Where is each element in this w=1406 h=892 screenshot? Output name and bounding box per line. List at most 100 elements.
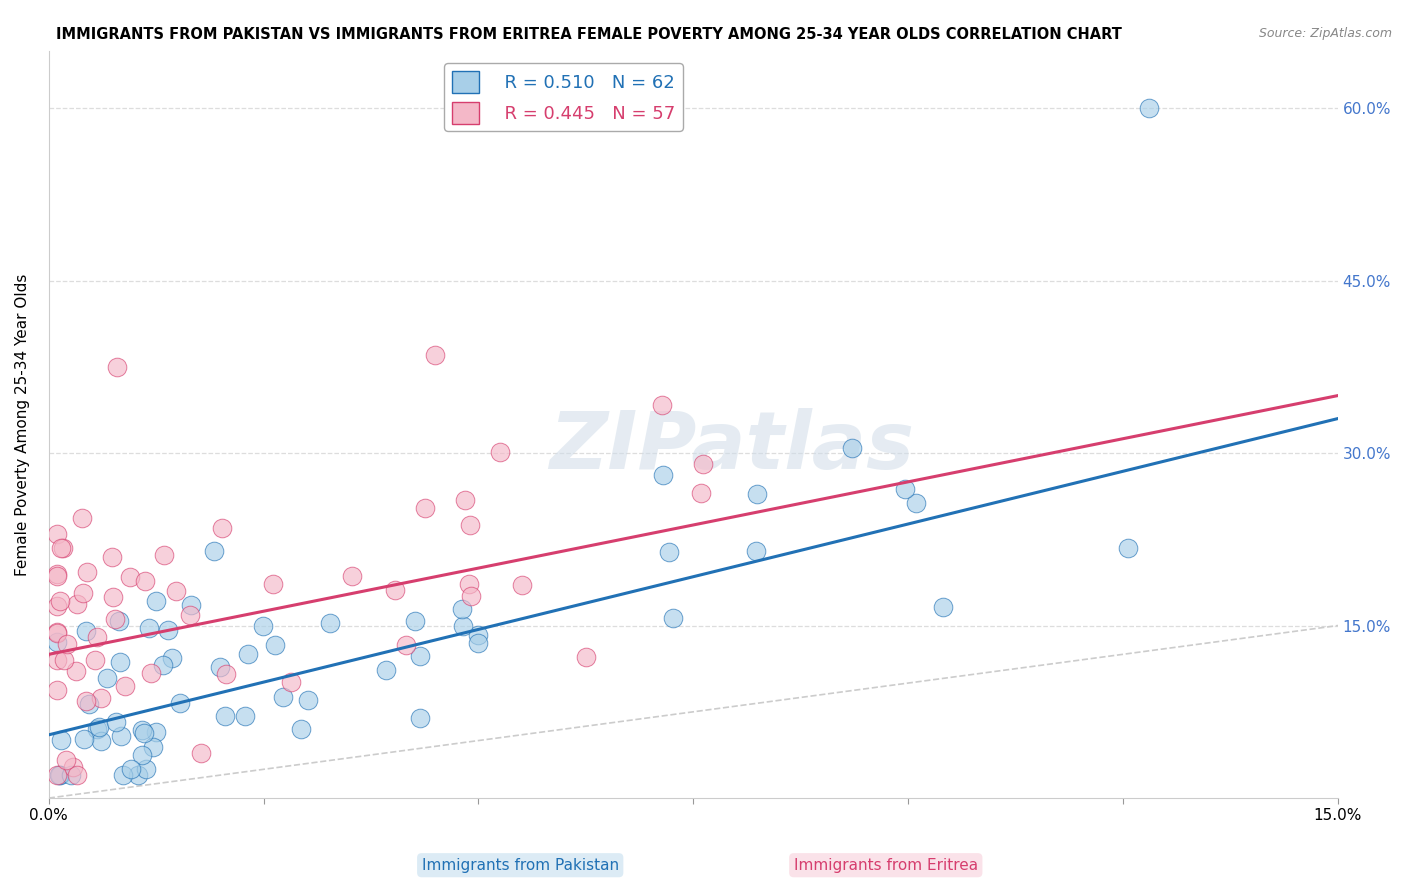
- Point: [157, 623, 180, 637]
- Point: [145, 724, 167, 739]
- Point: [46, 653, 69, 667]
- Point: [489, 445, 512, 459]
- Point: [384, 583, 406, 598]
- Point: [73, 731, 96, 746]
- Point: [841, 441, 863, 455]
- Point: [52, 652, 75, 666]
- Point: [46, 624, 69, 639]
- Point: [204, 544, 226, 558]
- Point: [152, 658, 174, 673]
- Point: [56, 637, 79, 651]
- Point: [233, 709, 256, 723]
- Point: [110, 656, 132, 670]
- Point: [76, 565, 98, 579]
- Text: Source: ZipAtlas.com: Source: ZipAtlas.com: [1258, 27, 1392, 40]
- Point: [190, 746, 212, 760]
- Point: [409, 711, 432, 725]
- Point: [651, 398, 673, 412]
- Point: [342, 568, 364, 582]
- Point: [70, 511, 93, 525]
- Point: [103, 612, 125, 626]
- Point: [425, 348, 447, 362]
- Point: [1137, 101, 1160, 115]
- Point: [90, 690, 112, 705]
- Point: [46, 599, 69, 614]
- Point: [138, 621, 160, 635]
- Point: [84, 653, 107, 667]
- Point: [120, 762, 142, 776]
- Point: [460, 589, 482, 603]
- Point: [66, 768, 89, 782]
- Point: [46, 527, 69, 541]
- Point: [49, 733, 72, 747]
- Point: [451, 619, 474, 633]
- Point: [211, 521, 233, 535]
- Point: [214, 709, 236, 723]
- Point: [160, 651, 183, 665]
- Point: [111, 768, 134, 782]
- Point: [575, 650, 598, 665]
- Point: [87, 720, 110, 734]
- Point: [450, 601, 472, 615]
- Point: [108, 614, 131, 628]
- Point: [165, 584, 187, 599]
- Point: [404, 614, 426, 628]
- Point: [905, 496, 928, 510]
- Point: [46, 634, 69, 648]
- Point: [458, 577, 481, 591]
- Point: [132, 726, 155, 740]
- Point: [46, 566, 69, 581]
- Point: [101, 550, 124, 565]
- Point: [467, 636, 489, 650]
- Point: [408, 648, 430, 663]
- Point: [135, 762, 157, 776]
- Point: [264, 638, 287, 652]
- Point: [690, 485, 713, 500]
- Point: [236, 648, 259, 662]
- Point: [110, 729, 132, 743]
- Point: [65, 665, 87, 679]
- Point: [179, 608, 201, 623]
- Point: [96, 671, 118, 685]
- Point: [75, 624, 97, 638]
- Point: [48, 768, 70, 782]
- Point: [180, 598, 202, 612]
- Point: [86, 723, 108, 737]
- Point: [395, 638, 418, 652]
- Point: [66, 597, 89, 611]
- Point: [77, 697, 100, 711]
- Text: ZIPatlas: ZIPatlas: [550, 408, 914, 486]
- Point: [893, 482, 915, 496]
- Point: [46, 768, 69, 782]
- Point: [141, 666, 163, 681]
- Point: [131, 723, 153, 737]
- Point: [46, 626, 69, 640]
- Point: [1116, 541, 1139, 556]
- Point: [692, 457, 714, 471]
- Point: [86, 630, 108, 644]
- Point: [374, 664, 396, 678]
- Point: [510, 578, 533, 592]
- Point: [467, 628, 489, 642]
- Point: [131, 747, 153, 762]
- Point: [290, 723, 312, 737]
- Point: [55, 753, 77, 767]
- Point: [319, 616, 342, 631]
- Point: [271, 690, 294, 704]
- Point: [262, 577, 284, 591]
- Point: [90, 734, 112, 748]
- Point: [662, 610, 685, 624]
- Point: [114, 679, 136, 693]
- Point: [101, 590, 124, 604]
- Point: [46, 569, 69, 583]
- Point: [745, 487, 768, 501]
- Point: [142, 739, 165, 754]
- Point: [72, 586, 94, 600]
- Point: [458, 518, 481, 533]
- Point: [252, 618, 274, 632]
- Point: [107, 359, 129, 374]
- Point: [127, 768, 149, 782]
- Point: [745, 544, 768, 558]
- Point: [52, 541, 75, 555]
- Point: [658, 545, 681, 559]
